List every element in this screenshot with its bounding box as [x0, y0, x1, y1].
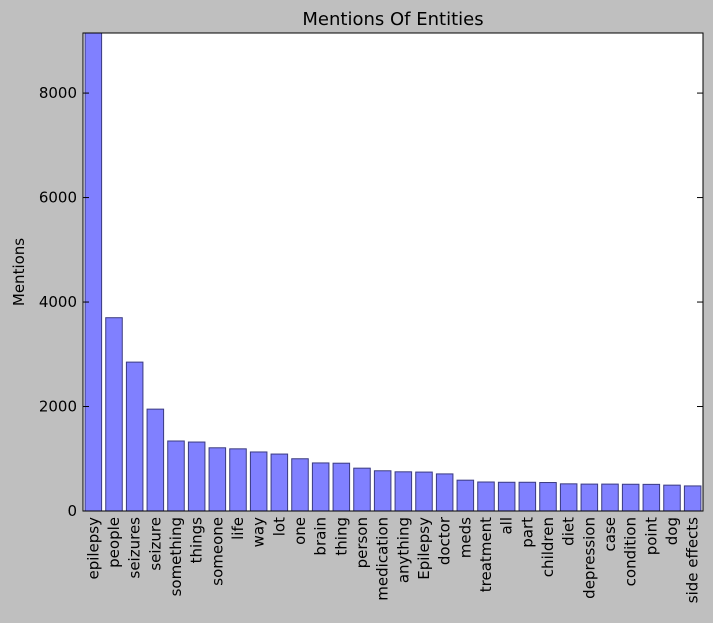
x-tick-label: side effects [684, 517, 702, 603]
bar-depression [580, 483, 599, 512]
x-tick-label: treatment [477, 517, 495, 592]
x-tick-label: doctor [436, 516, 454, 565]
x-tick-label: lot [270, 517, 288, 536]
bar-side-effects [683, 485, 702, 512]
bar-treatment [477, 481, 495, 512]
x-tick-label: brain [312, 517, 330, 556]
bar-epilepsy [415, 471, 433, 512]
x-tick-label: way [250, 517, 268, 547]
bar-lot [270, 453, 289, 512]
bars-group [84, 32, 702, 512]
bar-point [642, 483, 661, 512]
x-tick-label: seizures [126, 517, 144, 579]
y-tick-label: 8000 [39, 84, 77, 102]
bar-diet [559, 483, 578, 512]
x-tick-label: diet [560, 517, 578, 546]
bar-dog [663, 484, 681, 512]
x-tick-label: depression [580, 517, 598, 599]
x-tick-label: condition [622, 517, 640, 586]
bar-something [167, 440, 185, 512]
bar-all [497, 481, 516, 512]
x-tick-label: all [498, 517, 516, 535]
bar-children [539, 482, 557, 512]
y-tick-label: 6000 [39, 189, 77, 207]
bar-way [249, 451, 268, 512]
x-tick-label: person [353, 517, 371, 568]
bar-one [291, 458, 309, 512]
x-tick-label: children [539, 517, 557, 577]
x-tick-label: Epilepsy [415, 517, 433, 580]
bar-condition [621, 483, 640, 512]
bar-life [229, 448, 247, 512]
x-tick-label: thing [332, 517, 350, 556]
x-tick-label: meds [456, 517, 474, 558]
x-tick-label: seizure [146, 517, 164, 571]
y-tick-label: 2000 [39, 398, 77, 416]
x-tick-label: epilepsy [84, 517, 102, 580]
bar-medication [373, 470, 392, 512]
bar-things [187, 441, 206, 512]
x-tick-label: part [518, 517, 536, 548]
x-tick-label: point [642, 517, 660, 555]
bar-thing [332, 462, 351, 512]
y-axis-label: Mentions [10, 238, 28, 306]
bar-part [518, 481, 537, 512]
bar-people [105, 317, 123, 512]
x-tick-label: someone [208, 517, 226, 586]
bar-doctor [435, 473, 454, 512]
plot-frame [82, 32, 704, 512]
bar-seizures [125, 361, 144, 512]
bar-anything [394, 471, 413, 512]
x-tick-label: people [105, 517, 123, 568]
plot-area [83, 33, 703, 511]
x-tick-label: one [291, 517, 309, 545]
x-tick-label: medication [374, 517, 392, 601]
x-tick-label: case [601, 517, 619, 551]
bar-someone [208, 447, 227, 512]
y-tick-label: 4000 [39, 293, 77, 311]
x-tick-label: anything [394, 517, 412, 583]
bar-meds [456, 479, 475, 512]
bar-case [601, 483, 619, 512]
bar-person [353, 467, 371, 512]
x-axis-ticks: epilepsy people seizures seizure something th… [84, 516, 701, 603]
x-tick-label: life [229, 517, 247, 540]
bar-brain [311, 462, 330, 512]
bar-seizure [146, 408, 165, 512]
x-tick-label: something [167, 517, 185, 596]
x-tick-label: dog [663, 517, 681, 545]
x-tick-label: things [188, 517, 206, 564]
chart-title: Mentions Of Entities [302, 9, 483, 30]
y-axis-ticks: 0 2000 4000 6000 8000 [39, 84, 703, 520]
bar-epilepsy [84, 32, 103, 512]
y-tick-label: 0 [67, 502, 77, 520]
